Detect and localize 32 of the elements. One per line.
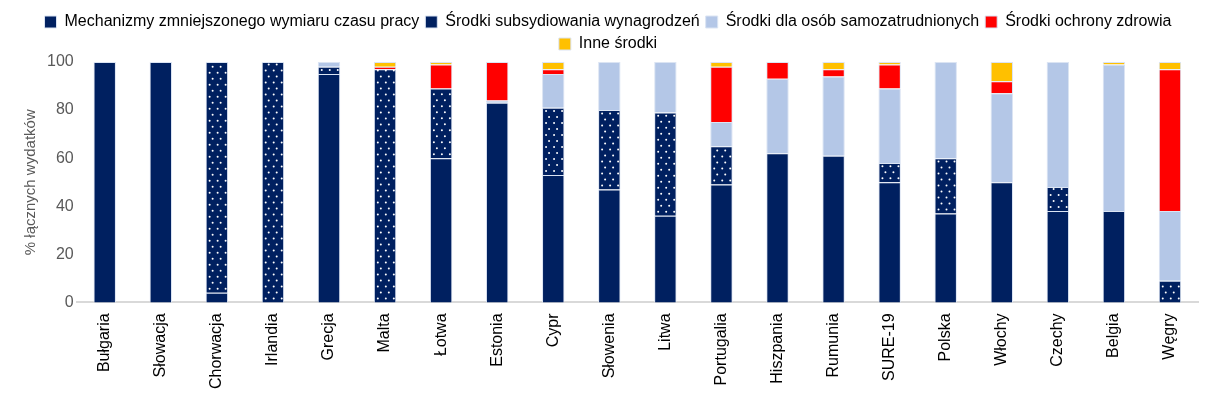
x-tick-label: Włochy xyxy=(992,313,1010,366)
x-tick-label: Litwa xyxy=(655,313,673,351)
y-tick-label: 80 xyxy=(55,100,74,118)
x-tick-label: Portugalia xyxy=(711,313,729,386)
x-tick-label: Estonia xyxy=(487,313,505,367)
x-tick-label: Grecja xyxy=(319,313,337,361)
x-tick-label: SURE-19 xyxy=(880,313,898,381)
x-tick-label: Węgry xyxy=(1160,313,1178,360)
x-tick-label: Słowacja xyxy=(151,313,169,378)
y-tick-label: 40 xyxy=(55,196,74,214)
x-tick-label: Hiszpania xyxy=(767,313,785,384)
legend-label: Środki ochrony zdrowia xyxy=(1005,11,1172,30)
x-tick-label: Polska xyxy=(936,313,954,362)
x-tick-label: Rumunia xyxy=(823,313,841,378)
x-tick-label: Irlandia xyxy=(263,313,281,366)
legend-label: Środki dla osób samozatrudnionych xyxy=(725,11,980,30)
legend-label: Środki subsydiowania wynagrodzeń xyxy=(445,11,700,30)
x-tick-label: Belgia xyxy=(1104,313,1122,358)
x-tick-label: Łotwa xyxy=(431,313,449,357)
x-tick-label: Słowenia xyxy=(599,313,617,379)
x-tick-label: Chorwacja xyxy=(207,313,225,390)
x-tick-label: Cypr xyxy=(543,312,561,348)
y-tick-label: 100 xyxy=(46,52,74,70)
y-tick-label: 20 xyxy=(55,244,74,262)
y-axis-title: % łącznych wydatków xyxy=(21,109,39,256)
y-tick-label: 0 xyxy=(64,292,74,310)
x-tick-label: Malta xyxy=(375,313,393,353)
legend-label: Mechanizmy zmniejszonego wymiaru czasu pracy xyxy=(64,12,420,30)
y-tick-label: 60 xyxy=(55,148,74,166)
legend-label: Inne środki xyxy=(578,34,658,52)
x-tick-label: Czechy xyxy=(1048,313,1066,367)
x-tick-label: Bułgaria xyxy=(95,313,113,373)
